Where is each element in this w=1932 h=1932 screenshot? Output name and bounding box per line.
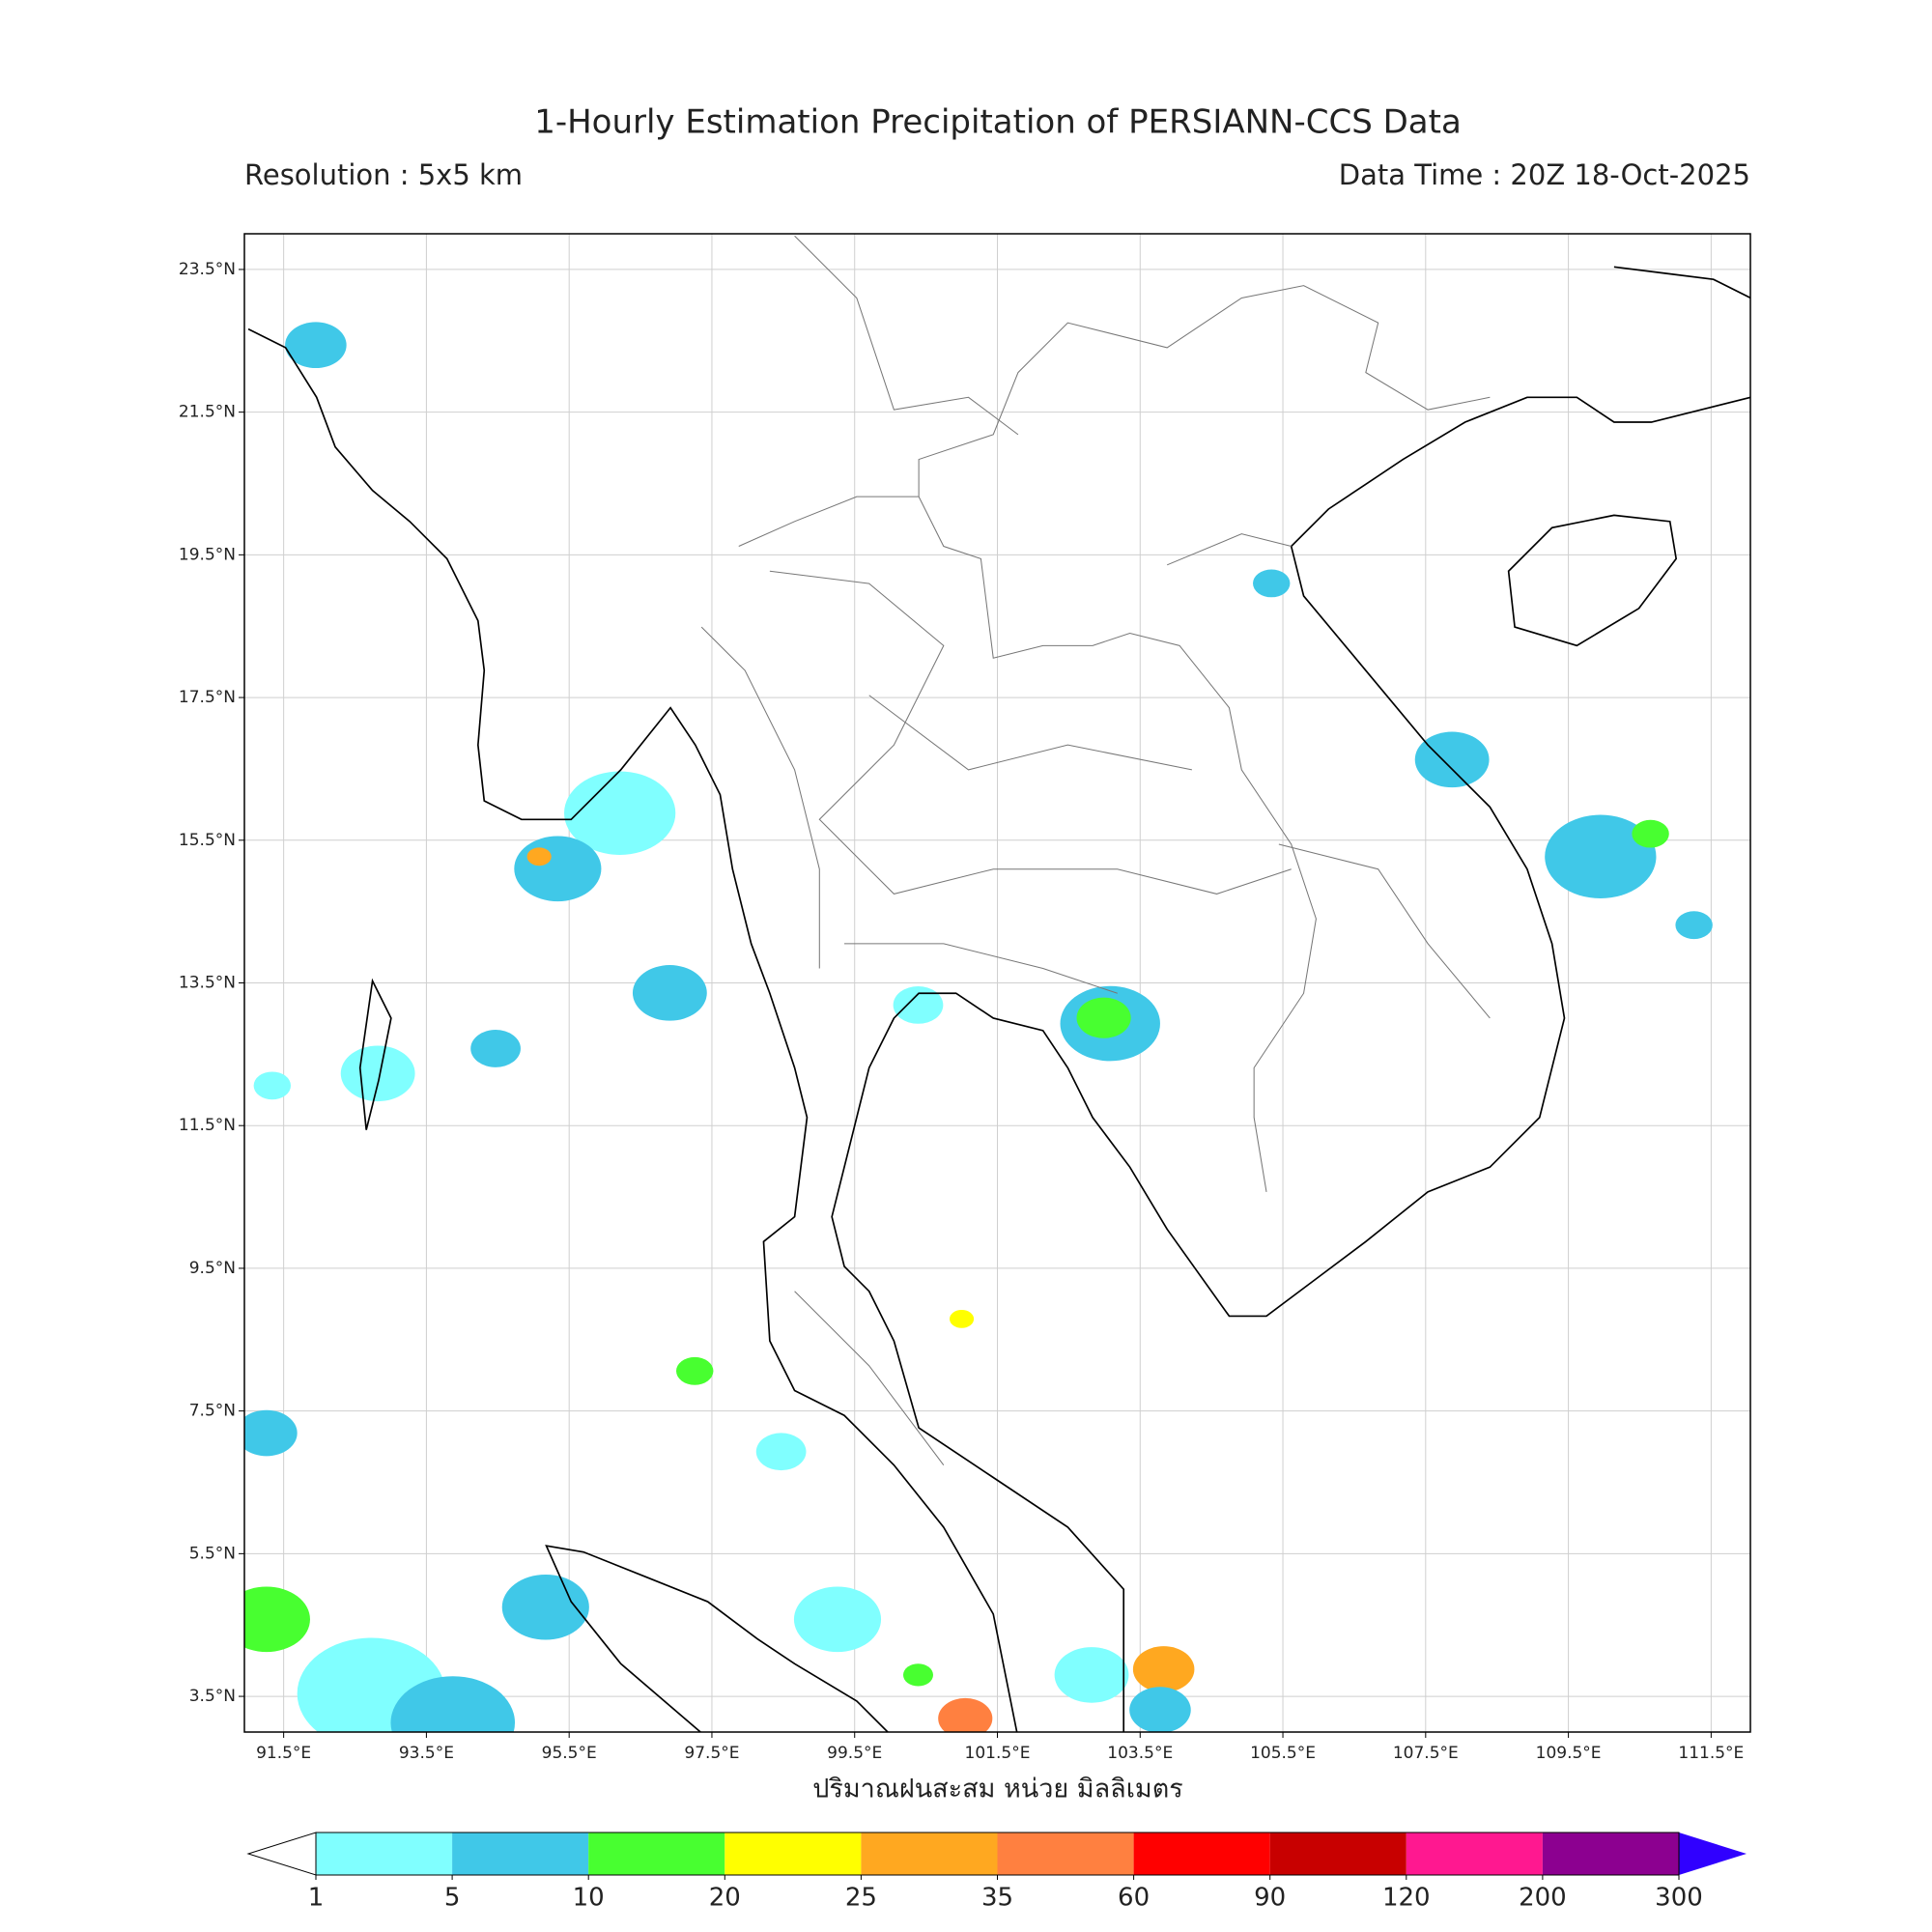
coastline — [545, 1545, 890, 1732]
colorbar-swatch — [452, 1833, 589, 1875]
map-title: 1-Hourly Estimation Precipitation of PER… — [534, 103, 1462, 142]
coastline — [1613, 266, 1750, 299]
rain-cell — [755, 1433, 807, 1471]
x-tick-label: 101.5°E — [965, 1744, 1031, 1763]
colorbar-label: 1 — [308, 1884, 325, 1913]
colorbar-swatch — [316, 1833, 453, 1875]
coastline — [247, 327, 1018, 1732]
x-tick-label: 93.5°E — [399, 1744, 454, 1763]
colorbar-label: 35 — [981, 1884, 1013, 1913]
colorbar-swatch — [861, 1833, 998, 1875]
rain-cell — [1632, 819, 1669, 848]
colorbar-swatch — [1269, 1833, 1406, 1875]
border — [700, 235, 1491, 1192]
rain-cell — [501, 1574, 589, 1640]
rain-cell — [938, 1697, 993, 1732]
rain-cell — [1675, 911, 1713, 940]
rain-cell — [1545, 814, 1657, 898]
rain-cell — [514, 836, 602, 902]
y-tick-label: 17.5°N — [179, 688, 236, 707]
rain-cell — [470, 1030, 521, 1067]
rain-cell — [632, 965, 707, 1021]
rain-cell — [1054, 1647, 1129, 1703]
rain-cell — [893, 986, 944, 1024]
x-tick-label: 91.5°E — [256, 1744, 311, 1763]
rain-cell — [1132, 1646, 1195, 1692]
rain-cell — [1129, 1687, 1191, 1732]
colorbar-label: 200 — [1519, 1884, 1567, 1913]
coastline — [831, 396, 1750, 1732]
x-tick-label: 107.5°E — [1393, 1744, 1459, 1763]
rain-cell — [526, 847, 552, 867]
colorbar-swatch — [1406, 1833, 1543, 1875]
colorbar-swatch — [1542, 1833, 1679, 1875]
rain-cell — [902, 1663, 934, 1687]
colorbar-label: 20 — [709, 1884, 741, 1913]
rain-cell — [340, 1045, 415, 1102]
y-tick-label: 21.5°N — [179, 403, 236, 422]
rain-cell — [676, 1356, 714, 1385]
x-tick-label: 105.5°E — [1250, 1744, 1316, 1763]
colorbar-swatch — [588, 1833, 725, 1875]
y-tick-label: 7.5°N — [189, 1402, 236, 1421]
x-tick-label: 111.5°E — [1678, 1744, 1744, 1763]
y-tick-label: 9.5°N — [189, 1259, 236, 1278]
precipitation — [244, 322, 1713, 1732]
rain-cell — [285, 322, 347, 369]
y-tick-label: 3.5°N — [189, 1687, 236, 1706]
rain-cell — [253, 1071, 292, 1100]
y-tick-label: 11.5°N — [179, 1116, 236, 1135]
rain-cell — [244, 1409, 298, 1457]
colorbar: 1 5 10 20 25 35 60 90 120 200 300 — [246, 1832, 1747, 1913]
x-tick-label: 97.5°E — [684, 1744, 739, 1763]
colorbar-swatch — [724, 1833, 862, 1875]
y-tick-label: 23.5°N — [179, 260, 236, 279]
rain-cell — [1253, 569, 1291, 598]
colorbar-swatch — [997, 1833, 1134, 1875]
colorbar-label: 60 — [1118, 1884, 1150, 1913]
colorbar-label: 5 — [444, 1884, 461, 1913]
colorbar-swatch — [1133, 1833, 1270, 1875]
subtitle-right: Data Time : 20Z 18-Oct-2025 — [1339, 158, 1750, 191]
subtitle-left: Resolution : 5x5 km — [244, 158, 523, 191]
rain-cell — [564, 771, 676, 855]
x-tick-label: 99.5°E — [827, 1744, 882, 1763]
rain-cell — [390, 1676, 516, 1732]
colorbar-label: 25 — [845, 1884, 877, 1913]
x-tick-label: 109.5°E — [1536, 1744, 1602, 1763]
grid — [244, 234, 1750, 1732]
rain-cell — [244, 1586, 310, 1653]
colorbar-label: 120 — [1382, 1884, 1431, 1913]
axes: 91.5°E 93.5°E 95.5°E 97.5°E 99.5°E 101.5°E 103… — [179, 260, 1744, 1763]
basemap — [247, 235, 1750, 1732]
y-tick-label: 15.5°N — [179, 831, 236, 850]
x-tick-label: 95.5°E — [542, 1744, 597, 1763]
x-tick-label: 103.5°E — [1107, 1744, 1173, 1763]
border — [769, 570, 1292, 1465]
coastline — [1507, 514, 1678, 647]
y-tick-label: 5.5°N — [189, 1544, 236, 1563]
colorbar-label: 300 — [1655, 1884, 1703, 1913]
y-tick-label: 13.5°N — [179, 974, 236, 993]
colorbar-label: 10 — [573, 1884, 605, 1913]
rain-cell — [949, 1309, 975, 1328]
colorbar-label: 90 — [1254, 1884, 1286, 1913]
coastline — [358, 978, 392, 1130]
rain-cell — [1414, 731, 1490, 788]
x-axis-label: ปริมาณฝนสะสม หน่วย มิลลิเมตร — [812, 1775, 1183, 1804]
colorbar-over — [1679, 1833, 1747, 1875]
y-tick-label: 19.5°N — [179, 545, 236, 564]
rain-cell — [1076, 997, 1131, 1038]
rain-cell — [793, 1586, 882, 1653]
